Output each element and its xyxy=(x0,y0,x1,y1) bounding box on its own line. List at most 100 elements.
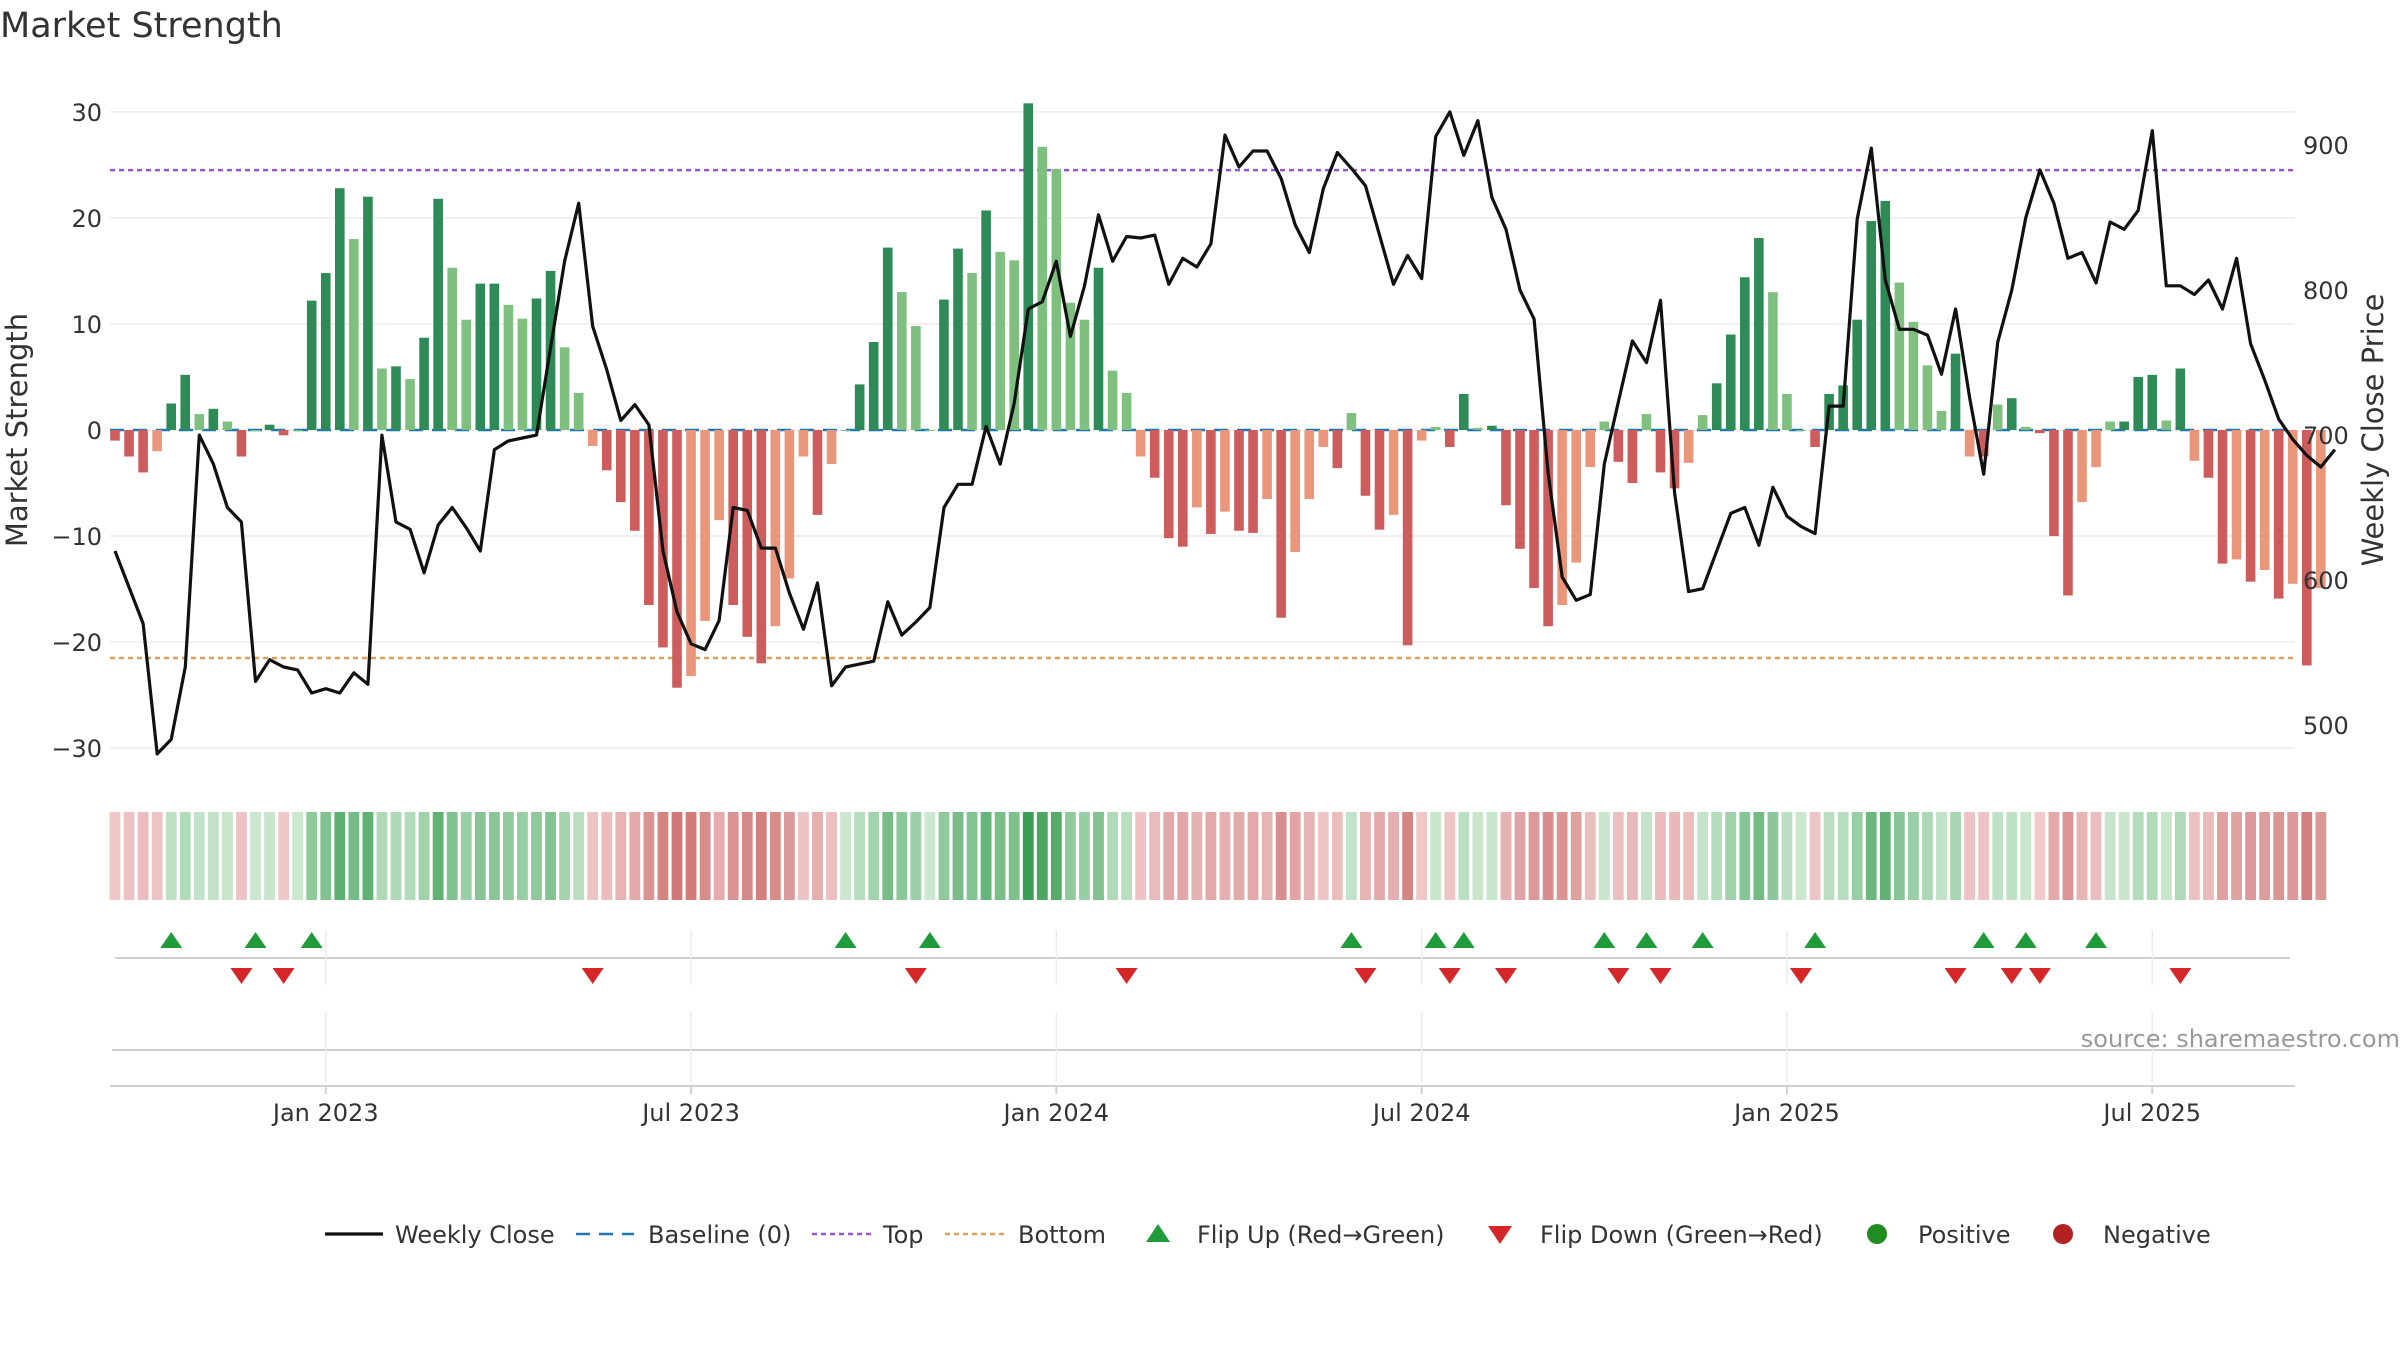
lower-panel-axes xyxy=(110,930,2295,1087)
strength-bar xyxy=(826,430,837,464)
strength-bar xyxy=(1163,430,1174,539)
strength-bar xyxy=(110,430,120,441)
strip-cell xyxy=(1079,812,1090,900)
flip-up-marker xyxy=(160,932,183,948)
flip-down-marker xyxy=(1649,968,1672,984)
strip-cell xyxy=(896,812,908,900)
strip-cell xyxy=(1851,812,1863,900)
strip-cell xyxy=(1879,812,1891,900)
strip-cell xyxy=(137,812,149,900)
strength-bar xyxy=(419,337,429,430)
strip-cell xyxy=(2231,812,2242,900)
strength-bar xyxy=(377,368,387,430)
flip-up-marker xyxy=(1593,932,1616,948)
strength-bar xyxy=(1627,430,1638,484)
flip-up-marker xyxy=(300,932,323,948)
strip-cell xyxy=(671,812,683,900)
left-tick-label: −20 xyxy=(51,629,102,657)
strength-bar xyxy=(1332,430,1343,469)
right-axis-title: Weekly Close Price xyxy=(2356,294,2390,567)
strip-cell xyxy=(882,812,894,900)
legend-label: Baseline (0) xyxy=(648,1221,791,1249)
strip-cell xyxy=(1809,812,1821,900)
strength-bar xyxy=(2006,398,2017,430)
strength-bar xyxy=(335,188,345,430)
strength-bar xyxy=(166,403,176,430)
strip-cell xyxy=(826,812,837,900)
strip-cell xyxy=(755,812,767,900)
strength-bar xyxy=(1978,430,1989,457)
source-label: source: sharemaestro.com xyxy=(2081,1025,2400,1053)
strength-bar xyxy=(1487,425,1497,430)
strip-cell xyxy=(910,812,922,900)
strength-bar xyxy=(278,430,289,436)
strip-cell xyxy=(1964,812,1975,900)
strip-cell xyxy=(1430,812,1442,900)
strip-cell xyxy=(1317,812,1329,900)
strength-bar xyxy=(2203,430,2214,478)
strength-bar xyxy=(1543,430,1553,627)
strength-bar xyxy=(953,248,963,430)
strength-bar xyxy=(1262,430,1272,499)
strength-bar xyxy=(616,430,626,503)
flip-down-marker xyxy=(1944,968,1967,984)
strength-bar xyxy=(1992,404,2003,430)
flip-down-marker xyxy=(230,968,253,984)
strip-cell xyxy=(727,812,739,900)
strength-bar xyxy=(433,198,443,430)
strength-bar xyxy=(2217,430,2228,564)
strip-cell xyxy=(1444,812,1456,900)
left-tick-label: −30 xyxy=(51,735,102,763)
strip-cell xyxy=(2020,812,2032,900)
strength-bar xyxy=(2273,430,2284,599)
strength-bar xyxy=(1768,292,1778,430)
strip-cell xyxy=(1781,812,1793,900)
strip-cell xyxy=(264,812,275,900)
strip-cell xyxy=(1655,812,1666,900)
strip-cell xyxy=(966,812,978,900)
strip-cell xyxy=(1992,812,2004,900)
strength-bar xyxy=(1444,430,1455,447)
x-tick-label: Jan 2024 xyxy=(1001,1099,1109,1127)
flip-down-marker xyxy=(1607,968,1630,984)
strip-cell xyxy=(1219,812,1231,900)
strip-cell xyxy=(1275,812,1287,900)
strength-bar xyxy=(138,430,148,473)
strip-cell xyxy=(517,812,528,900)
strength-bar xyxy=(1023,103,1034,430)
strip-cell xyxy=(531,812,542,900)
strip-cell xyxy=(1837,812,1849,900)
strip-cell xyxy=(1303,812,1315,900)
strength-bar xyxy=(461,319,472,430)
strip-cell xyxy=(1022,812,1034,900)
strip-cell xyxy=(2315,812,2327,900)
strip-cell xyxy=(1795,812,1807,900)
flip-up-marker xyxy=(2014,932,2037,948)
strength-bar xyxy=(1754,238,1764,430)
strength-bar xyxy=(2316,430,2326,589)
strip-cell xyxy=(1416,812,1428,900)
left-tick-label: −10 xyxy=(51,523,102,551)
strength-bar xyxy=(1093,267,1104,430)
strength-bar xyxy=(1388,430,1399,515)
strip-cell xyxy=(1402,812,1413,900)
strip-cell xyxy=(1458,812,1470,900)
strip-cell xyxy=(1514,812,1526,900)
strip-cell xyxy=(784,812,795,900)
flip-down-marker xyxy=(581,968,604,984)
strength-bar xyxy=(152,430,162,452)
strip-cell xyxy=(376,812,388,900)
right-tick-label: 800 xyxy=(2303,277,2349,305)
strip-cell xyxy=(503,812,514,900)
flip-up-marker xyxy=(1635,932,1658,948)
strength-bar xyxy=(306,300,317,430)
strip-cell xyxy=(952,812,964,900)
strength-bar xyxy=(967,273,977,430)
legend-label: Flip Down (Green→Red) xyxy=(1540,1221,1823,1249)
legend-flip-up-swatch xyxy=(1146,1224,1170,1242)
strip-cell xyxy=(1767,812,1779,900)
strength-bar xyxy=(1852,319,1862,430)
strength-bar xyxy=(264,424,275,430)
strength-bar xyxy=(1121,392,1132,430)
